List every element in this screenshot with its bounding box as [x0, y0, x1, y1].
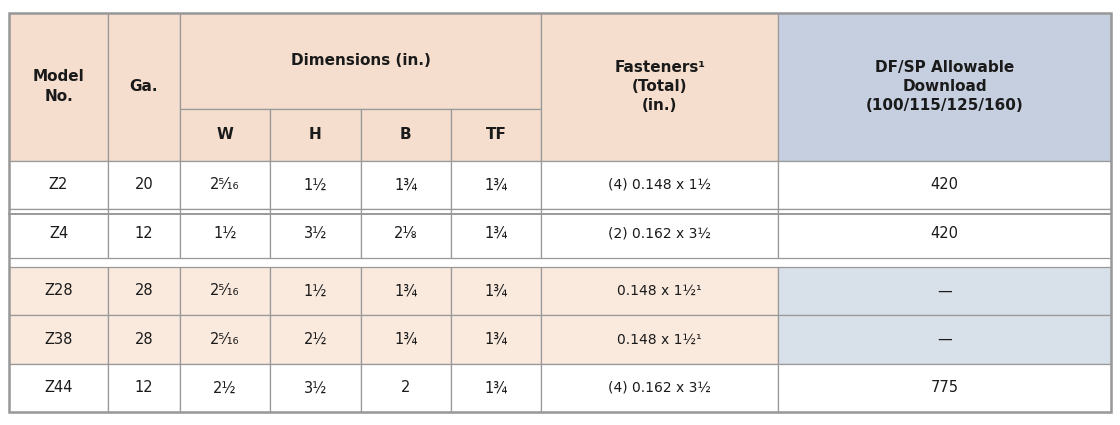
Text: —: —: [937, 283, 952, 298]
Text: 1¾: 1¾: [394, 332, 418, 347]
Bar: [451, 315, 541, 364]
Bar: [541, 161, 778, 209]
Bar: [270, 364, 361, 412]
Text: 1¾: 1¾: [394, 177, 418, 193]
Bar: [270, 266, 361, 315]
Bar: [180, 315, 270, 364]
Text: 0.148 x 1½¹: 0.148 x 1½¹: [617, 332, 702, 346]
Bar: [9, 13, 109, 161]
Bar: [541, 266, 778, 315]
Bar: [451, 266, 541, 315]
Text: 420: 420: [931, 177, 959, 193]
Bar: [541, 209, 778, 258]
Text: 1¾: 1¾: [484, 177, 507, 193]
Bar: [9, 209, 109, 258]
Text: W: W: [216, 127, 233, 142]
Bar: [778, 266, 1111, 315]
Text: Z38: Z38: [45, 332, 73, 347]
Bar: [451, 109, 541, 161]
Text: 2½: 2½: [213, 380, 236, 395]
Bar: [109, 161, 180, 209]
Text: 3½: 3½: [304, 380, 327, 395]
Bar: [361, 109, 451, 161]
Bar: [180, 266, 270, 315]
Bar: [541, 364, 778, 412]
Bar: [541, 315, 778, 364]
Bar: [778, 161, 1111, 209]
Text: —: —: [937, 332, 952, 347]
Text: 2½: 2½: [304, 332, 327, 347]
Bar: [109, 266, 180, 315]
Text: 12: 12: [134, 226, 153, 241]
Text: 775: 775: [931, 380, 959, 395]
Text: 12: 12: [134, 380, 153, 395]
Text: (4) 0.148 x 1½: (4) 0.148 x 1½: [608, 178, 711, 192]
Bar: [451, 364, 541, 412]
Bar: [180, 209, 270, 258]
Text: 1¾: 1¾: [484, 226, 507, 241]
Text: 2⁵⁄₁₆: 2⁵⁄₁₆: [211, 283, 240, 298]
Text: Z2: Z2: [49, 177, 68, 193]
Text: 2: 2: [401, 380, 410, 395]
Bar: [361, 161, 451, 209]
Text: TF: TF: [486, 127, 506, 142]
Bar: [180, 161, 270, 209]
Bar: [109, 209, 180, 258]
Bar: [270, 315, 361, 364]
Bar: [778, 315, 1111, 364]
Bar: [9, 315, 109, 364]
Text: 2⅛: 2⅛: [394, 226, 418, 241]
Text: 1¾: 1¾: [484, 332, 507, 347]
Text: 1¾: 1¾: [484, 380, 507, 395]
Bar: [9, 364, 109, 412]
Bar: [109, 364, 180, 412]
Bar: [180, 109, 270, 161]
Bar: [778, 209, 1111, 258]
Bar: [180, 13, 541, 109]
Text: 28: 28: [134, 332, 153, 347]
Text: (4) 0.162 x 3½: (4) 0.162 x 3½: [608, 381, 711, 395]
Text: Z44: Z44: [45, 380, 73, 395]
Bar: [541, 13, 778, 161]
Bar: [361, 209, 451, 258]
Text: 1½: 1½: [304, 177, 327, 193]
Text: 1½: 1½: [304, 283, 327, 298]
Bar: [270, 161, 361, 209]
Text: Z4: Z4: [49, 226, 68, 241]
Text: 2⁵⁄₁₆: 2⁵⁄₁₆: [211, 177, 240, 193]
Bar: [270, 209, 361, 258]
Text: DF/SP Allowable
Download
(100/115/125/160): DF/SP Allowable Download (100/115/125/16…: [866, 60, 1024, 113]
Bar: [451, 209, 541, 258]
Text: Z28: Z28: [45, 283, 73, 298]
Bar: [270, 109, 361, 161]
Text: 1½: 1½: [213, 226, 236, 241]
Text: Ga.: Ga.: [130, 79, 158, 94]
Bar: [361, 266, 451, 315]
Text: B: B: [400, 127, 411, 142]
Bar: [778, 13, 1111, 161]
Bar: [361, 315, 451, 364]
Text: 3½: 3½: [304, 226, 327, 241]
Text: 1¾: 1¾: [394, 283, 418, 298]
Bar: [451, 161, 541, 209]
Text: 20: 20: [134, 177, 153, 193]
Text: 0.148 x 1½¹: 0.148 x 1½¹: [617, 284, 702, 298]
Bar: [180, 364, 270, 412]
Bar: [9, 266, 109, 315]
Text: (2) 0.162 x 3½: (2) 0.162 x 3½: [608, 227, 711, 241]
Text: 28: 28: [134, 283, 153, 298]
Text: 2⁵⁄₁₆: 2⁵⁄₁₆: [211, 332, 240, 347]
Text: 420: 420: [931, 226, 959, 241]
Bar: [9, 161, 109, 209]
Bar: [109, 13, 180, 161]
Bar: [361, 364, 451, 412]
Text: Model
No.: Model No.: [32, 69, 84, 104]
Text: H: H: [309, 127, 321, 142]
Bar: [778, 364, 1111, 412]
Text: Dimensions (in.): Dimensions (in.): [290, 53, 430, 68]
Bar: [109, 315, 180, 364]
Text: 1¾: 1¾: [484, 283, 507, 298]
Text: Fasteners¹
(Total)
(in.): Fasteners¹ (Total) (in.): [614, 60, 706, 113]
